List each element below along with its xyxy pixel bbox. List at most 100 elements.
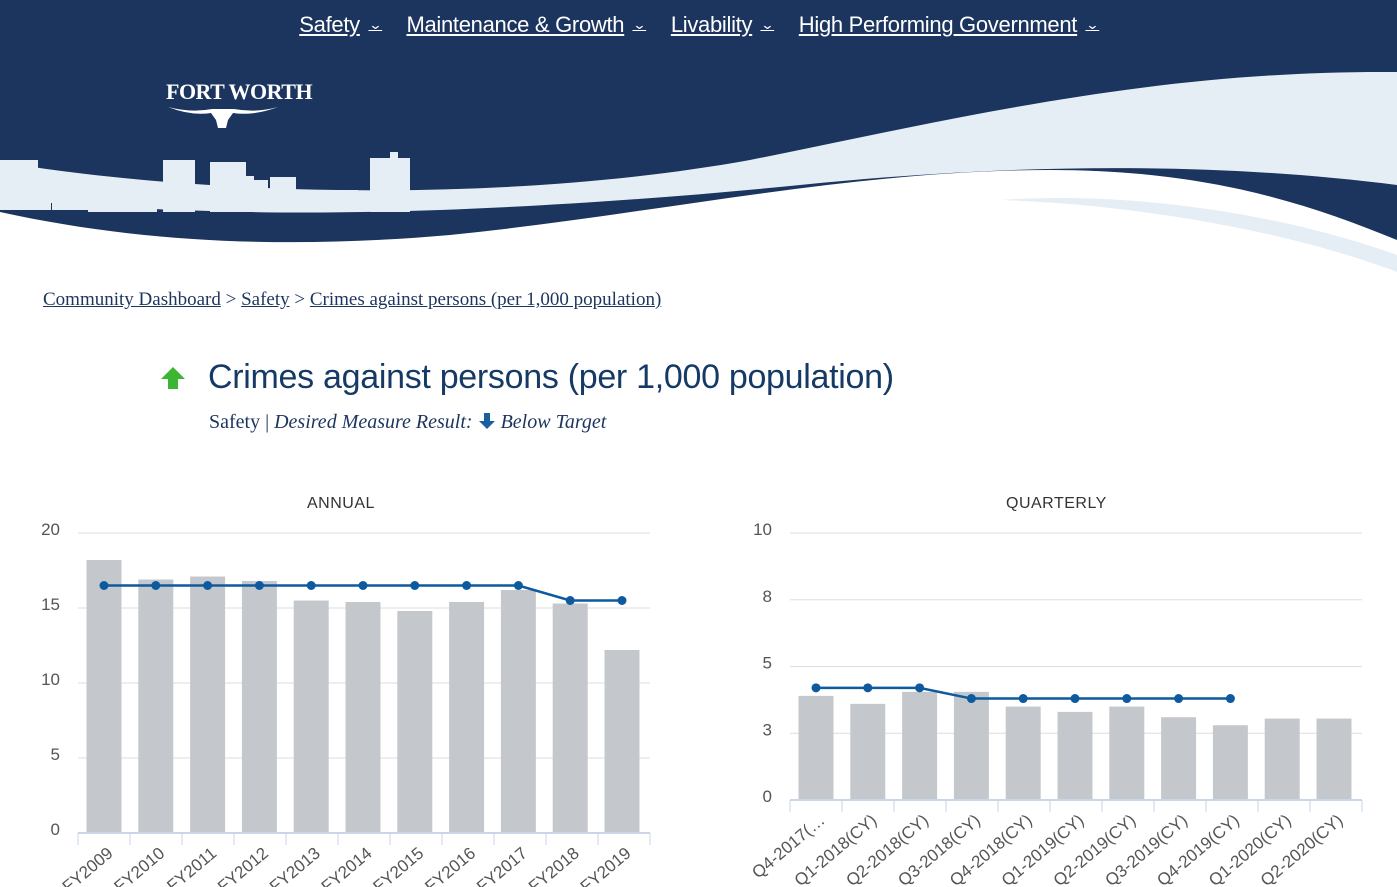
x-tick-label: FY2016 xyxy=(421,844,479,887)
nav-high-performing-government[interactable]: High Performing Government ⌄ xyxy=(799,12,1100,38)
light-wave xyxy=(0,71,1397,213)
x-tick-label: Q3-2019(CY) xyxy=(1102,811,1192,887)
bar xyxy=(345,602,381,833)
target-line xyxy=(816,686,1231,700)
bar xyxy=(552,603,588,833)
target-point xyxy=(1225,694,1235,704)
bar xyxy=(1057,711,1093,800)
bar xyxy=(953,691,989,800)
annual-chart-title: ANNUAL xyxy=(307,495,375,512)
bar xyxy=(604,650,640,833)
x-tick-label: FY2012 xyxy=(214,844,272,887)
desired-result-label: Desired Measure Result: xyxy=(274,411,473,433)
target-point xyxy=(811,683,821,693)
bar xyxy=(86,560,122,833)
title-row: Crimes against persons (per 1,000 popula… xyxy=(160,358,894,397)
desired-result-value: Below Target xyxy=(500,411,607,433)
x-tick-label: FY2019 xyxy=(577,844,635,887)
nav-label: Safety xyxy=(299,12,360,37)
target-point xyxy=(99,581,109,590)
bar xyxy=(1212,725,1248,800)
x-tick-label: Q2-2018(CY) xyxy=(843,811,933,887)
y-tick-label: 10 xyxy=(753,520,772,539)
bar xyxy=(293,600,329,833)
target-point xyxy=(513,581,523,590)
measure-subtitle: Safety | Desired Measure Result: Below T… xyxy=(209,411,606,434)
bar xyxy=(500,590,536,833)
target-point xyxy=(203,581,213,590)
bar xyxy=(397,611,433,833)
bar xyxy=(902,691,938,800)
y-tick-label: 8 xyxy=(763,587,772,606)
fort-worth-logo[interactable]: FORT WORTH xyxy=(166,79,313,130)
chevron-down-icon: ⌄ xyxy=(632,17,647,32)
target-point xyxy=(1018,694,1028,704)
breadcrumb-safety[interactable]: Safety xyxy=(241,289,290,310)
page-title: Crimes against persons (per 1,000 popula… xyxy=(208,358,894,396)
x-tick-label: Q4-2019(CY) xyxy=(1153,811,1243,887)
target-point xyxy=(462,581,472,590)
target-point xyxy=(358,581,368,590)
nav-safety[interactable]: Safety ⌄ xyxy=(299,12,383,38)
chevron-down-icon: ⌄ xyxy=(1085,17,1100,32)
x-tick-label: Q1-2018(CY) xyxy=(791,811,881,887)
target-line xyxy=(104,584,622,602)
y-tick-label: 15 xyxy=(41,595,60,614)
x-tick-label: FY2018 xyxy=(525,844,583,887)
target-point xyxy=(863,683,873,693)
x-tick-label: Q3-2018(CY) xyxy=(894,811,984,887)
bar xyxy=(1005,706,1041,800)
y-tick-label: 0 xyxy=(763,787,772,806)
navy-wave xyxy=(0,0,1397,243)
target-point xyxy=(1174,694,1184,704)
nav-maintenance-growth[interactable]: Maintenance & Growth ⌄ xyxy=(406,12,647,38)
bar xyxy=(1109,706,1145,800)
longhorn-logo-icon xyxy=(168,107,278,128)
x-tick-label: FY2011 xyxy=(163,844,220,887)
target-point xyxy=(565,596,575,605)
main-nav: Safety ⌄ Maintenance & Growth ⌄ Livability… xyxy=(0,12,1397,38)
bar xyxy=(449,602,485,833)
site-header: FORT WORTH Safety ⌄ Maintenance & Growth ⌄… xyxy=(0,0,1397,280)
quarterly-chart-title: QUARTERLY xyxy=(1006,495,1107,512)
target-point xyxy=(617,596,627,605)
bar xyxy=(798,695,834,800)
bar xyxy=(1161,717,1197,800)
header-banner xyxy=(0,0,1397,280)
y-tick-label: 5 xyxy=(763,654,772,673)
target-point xyxy=(1122,694,1132,704)
x-tick-label: FY2014 xyxy=(318,844,376,887)
nav-label: Livability xyxy=(670,12,753,37)
x-tick-label: FY2017 xyxy=(473,844,531,887)
nav-label: Maintenance & Growth xyxy=(406,12,625,37)
arrow-up-icon xyxy=(161,366,185,389)
target-point xyxy=(410,581,420,590)
target-point xyxy=(306,581,316,590)
y-tick-label: 20 xyxy=(41,520,60,539)
subtitle-separator: | xyxy=(265,411,270,433)
chevron-down-icon: ⌄ xyxy=(368,17,383,32)
y-tick-label: 3 xyxy=(763,720,772,739)
nav-livability[interactable]: Livability ⌄ xyxy=(670,12,775,38)
y-tick-label: 10 xyxy=(41,670,60,689)
x-tick-label: Q2-2019(CY) xyxy=(1050,811,1140,887)
target-point xyxy=(1070,694,1080,704)
y-tick-label: 0 xyxy=(51,820,60,839)
breadcrumb-current-measure[interactable]: Crimes against persons (per 1,000 popula… xyxy=(309,289,662,310)
target-point xyxy=(254,581,264,590)
category-label: Safety xyxy=(209,411,261,433)
logo-text: FORT WORTH xyxy=(166,79,313,104)
x-tick-label: FY2015 xyxy=(370,844,428,887)
x-tick-label: Q1-2020(CY) xyxy=(1205,811,1295,887)
x-tick-label: FY2009 xyxy=(59,844,117,887)
skyline xyxy=(0,152,410,212)
bar xyxy=(138,579,174,833)
bar xyxy=(241,581,277,833)
breadcrumb: Community Dashboard > Safety > Crimes ag… xyxy=(43,289,661,311)
bar xyxy=(190,576,226,833)
light-stripe xyxy=(1000,198,1397,272)
breadcrumb-community-dashboard[interactable]: Community Dashboard xyxy=(43,289,221,310)
bar xyxy=(1264,718,1300,800)
breadcrumb-separator: > xyxy=(225,289,237,310)
x-tick-label: FY2013 xyxy=(266,844,324,887)
